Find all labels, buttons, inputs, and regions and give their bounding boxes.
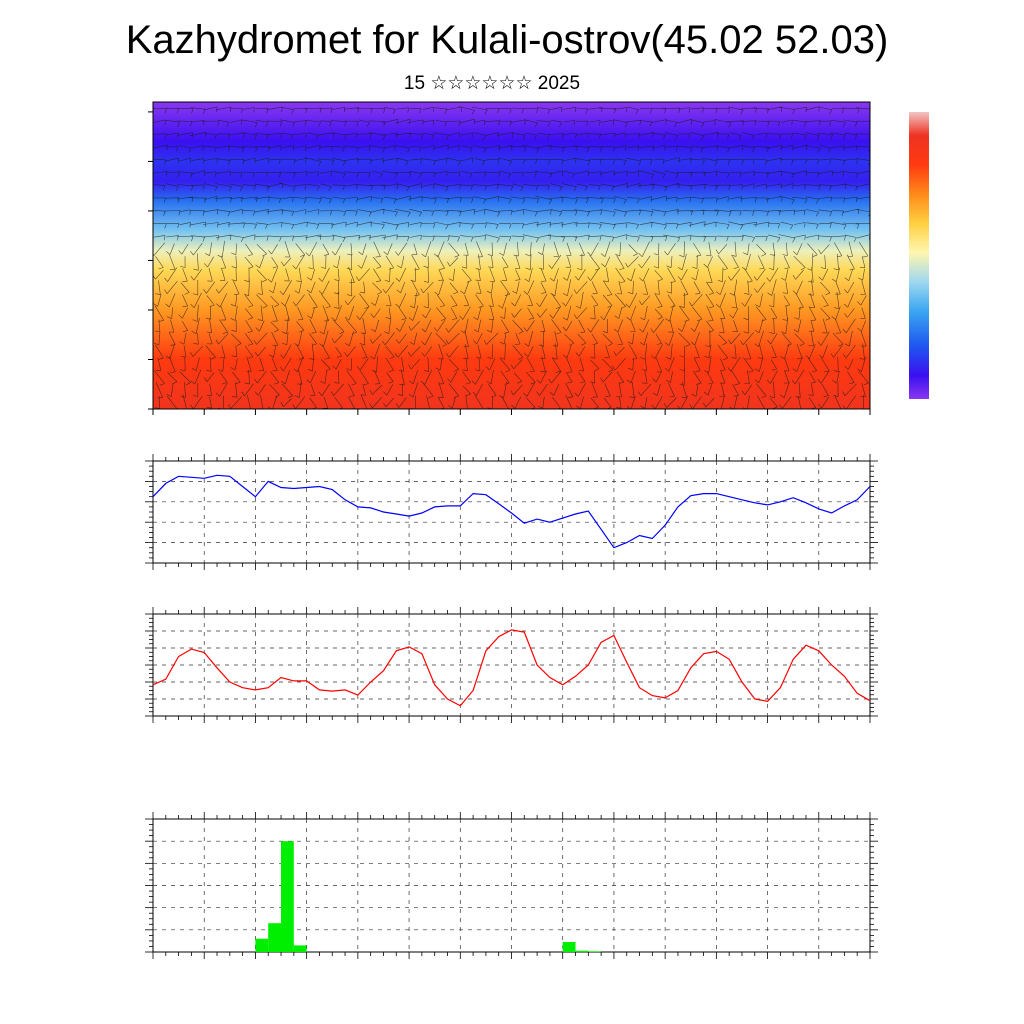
precip-bar	[268, 923, 281, 952]
plot-frame	[152, 460, 871, 564]
precip-bar	[281, 841, 294, 952]
colorbar	[909, 112, 929, 399]
chart-subtitle: 15 ☆☆☆☆☆☆ 2025	[403, 73, 581, 94]
precip-bar	[255, 938, 269, 952]
chart-title: Kazhydromet for Kulali-ostrov(45.02 52.0…	[125, 18, 889, 62]
axis-ticks	[145, 454, 878, 570]
axis-ticks	[145, 607, 878, 723]
pmsl-panel	[145, 454, 878, 570]
precip-bar	[293, 945, 307, 952]
wind-barbs-overlay	[153, 106, 870, 409]
precip-bar	[588, 951, 602, 952]
gridlines	[153, 614, 870, 716]
colorbar-scale	[909, 112, 929, 399]
precip-bar	[562, 942, 576, 952]
precip-bar	[575, 950, 589, 952]
gridlines	[153, 819, 870, 952]
temperature-cross-section-panel	[148, 101, 871, 415]
precip-panel	[145, 812, 878, 959]
temp-2m-panel	[145, 607, 878, 723]
axis-ticks	[145, 812, 878, 959]
